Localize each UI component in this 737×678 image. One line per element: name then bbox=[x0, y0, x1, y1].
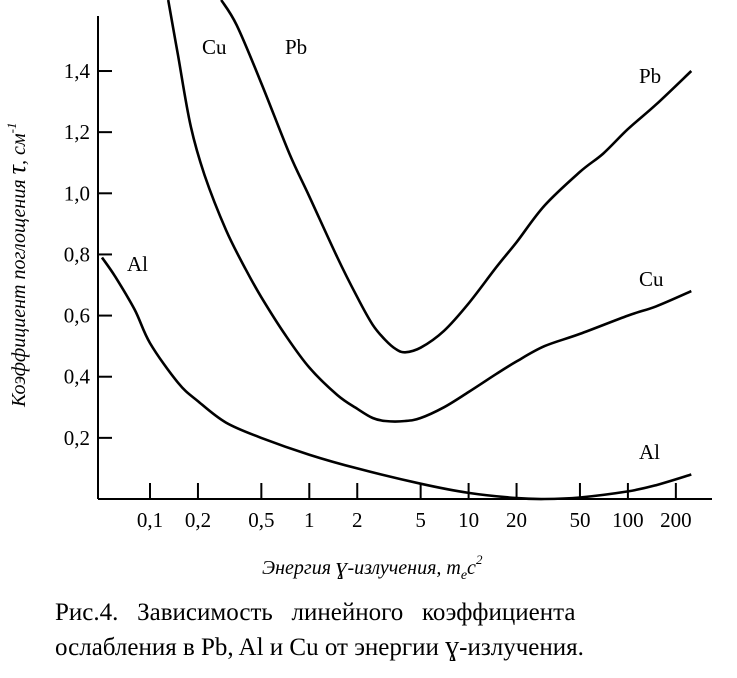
caption-line-2-b: -излучения. bbox=[459, 634, 584, 661]
x-tick-label: 0,5 bbox=[248, 508, 274, 532]
y-tick-label: 0,4 bbox=[64, 365, 91, 389]
series-label-pb-top: Pb bbox=[285, 35, 307, 59]
x-ticks: 0,1 0,2 0,5 1 2 5 10 20 50 100 200 bbox=[137, 483, 692, 532]
caption-line-1: Рис.4. Зависимость линейного коэффициент… bbox=[55, 599, 576, 626]
y-axis-title-sup: -1 bbox=[4, 123, 19, 134]
x-tick-label: 1 bbox=[304, 508, 315, 532]
figure-caption: Рис.4. Зависимость линейного коэффициент… bbox=[55, 596, 707, 665]
x-tick-label: 100 bbox=[612, 508, 644, 532]
x-tick-label: 2 bbox=[352, 508, 363, 532]
series-line-pb bbox=[220, 0, 693, 354]
caption-line-2-a: ослабления в Pb, Al и Cu от энергии bbox=[55, 634, 446, 661]
x-tick-label: 0,2 bbox=[185, 508, 211, 532]
series-label-al-right: Al bbox=[639, 440, 660, 464]
chart: 0,2 0,4 0,6 0,8 1,0 1,2 1,4 0,1 0,2 0,5 1 2 5 10 20 50… bbox=[2, 0, 712, 583]
series-label-al-left: Al bbox=[127, 252, 148, 276]
tau-symbol: τ bbox=[2, 163, 31, 174]
y-tick-label: 0,2 bbox=[64, 426, 90, 450]
y-ticks: 0,2 0,4 0,6 0,8 1,0 1,2 1,4 bbox=[64, 59, 112, 450]
y-axis-title-unit: , см bbox=[8, 133, 30, 165]
y-axis-title: Коэффициент поглощения τ, см-1 bbox=[2, 123, 31, 408]
x-tick-label: 20 bbox=[506, 508, 527, 532]
series-line-cu bbox=[166, 0, 692, 423]
y-tick-label: 1,0 bbox=[64, 181, 90, 205]
y-axis-title-main: Коэффициент поглощения bbox=[8, 174, 30, 408]
axes bbox=[97, 16, 712, 500]
y-tick-label: 0,8 bbox=[64, 242, 90, 266]
series-labels: Cu Pb Pb Al Cu Al bbox=[127, 35, 664, 464]
series-label-cu-top: Cu bbox=[202, 35, 227, 59]
caption-gamma-symbol: ɣ bbox=[445, 631, 460, 662]
gamma-symbol: ɣ bbox=[336, 554, 349, 580]
y-tick-label: 1,2 bbox=[64, 120, 90, 144]
x-axis-title-mid: -излучения, m bbox=[347, 557, 460, 579]
x-axis-title-c: c bbox=[467, 557, 476, 579]
series-label-cu-right: Cu bbox=[639, 267, 664, 291]
series-lines bbox=[100, 0, 693, 501]
x-tick-label: 0,1 bbox=[137, 508, 163, 532]
x-tick-label: 200 bbox=[660, 508, 692, 532]
series-label-pb-right: Pb bbox=[639, 64, 661, 88]
x-axis-title: Энергия ɣ-излучения, mec2 bbox=[262, 552, 483, 583]
y-tick-label: 1,4 bbox=[64, 59, 91, 83]
x-axis-title-sup: 2 bbox=[476, 552, 483, 567]
x-tick-label: 10 bbox=[458, 508, 479, 532]
y-tick-label: 0,6 bbox=[64, 304, 90, 328]
x-axis-title-prefix: Энергия bbox=[262, 557, 336, 579]
x-tick-label: 50 bbox=[569, 508, 590, 532]
caption-line-2: ослабления в Pb, Al и Cu от энергии ɣ-из… bbox=[55, 630, 707, 665]
x-tick-label: 5 bbox=[415, 508, 426, 532]
series-line-al bbox=[100, 256, 692, 501]
x-axis-title-sub: e bbox=[461, 568, 467, 583]
